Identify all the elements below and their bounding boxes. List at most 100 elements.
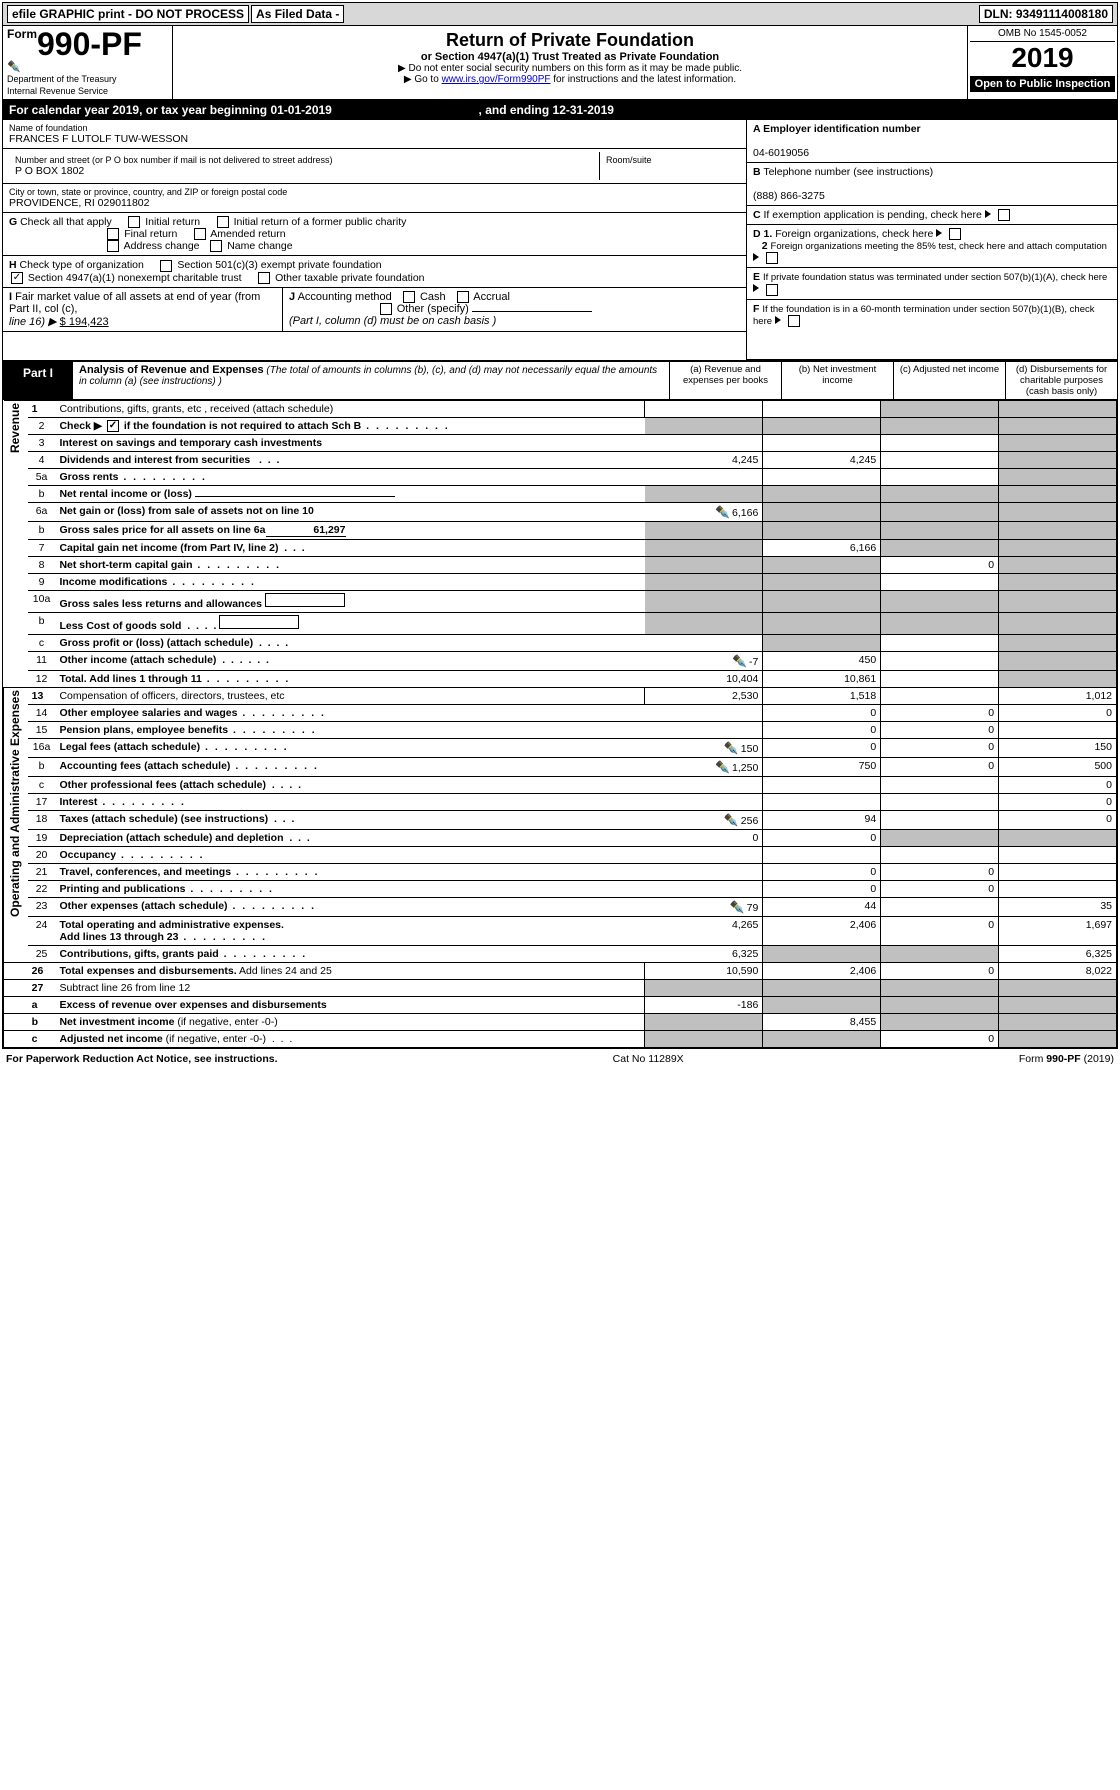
box-f: F If the foundation is in a 60-month ter… <box>747 300 1117 360</box>
j-accrual-checkbox[interactable] <box>457 291 469 303</box>
row-16c: cOther professional fees (attach schedul… <box>4 776 1117 793</box>
dln-badge: DLN: 93491114008180 <box>979 5 1113 23</box>
g-initial-checkbox[interactable] <box>128 216 140 228</box>
attachment-icon[interactable]: ✒️ <box>732 654 746 668</box>
col-b-header: (b) Net investment income <box>781 362 893 399</box>
row-1: Revenue1Contributions, gifts, grants, et… <box>4 400 1117 417</box>
j-cash-checkbox[interactable] <box>403 291 415 303</box>
d1-checkbox[interactable] <box>949 228 961 240</box>
form-title: Return of Private Foundation <box>177 30 963 51</box>
row-27a: aExcess of revenue over expenses and dis… <box>4 996 1117 1013</box>
row-10a: 10aGross sales less returns and allowanc… <box>4 590 1117 612</box>
col-c-header: (c) Adjusted net income <box>893 362 1005 399</box>
row-12: 12Total. Add lines 1 through 1110,40410,… <box>4 670 1117 687</box>
entity-info: Name of foundation FRANCES F LUTOLF TUW-… <box>3 120 1117 360</box>
row-27: 27Subtract line 26 from line 12 <box>4 979 1117 996</box>
box-j: J Accounting method Cash Accrual Other (… <box>283 288 746 331</box>
box-c: C If exemption application is pending, c… <box>747 206 1117 225</box>
instruction-1: ▶ Do not enter social security numbers o… <box>177 63 963 74</box>
expenses-label: Operating and Administrative Expenses <box>8 690 22 917</box>
form-header: Form990-PF ✒️ Department of the Treasury… <box>3 26 1117 100</box>
foundation-name: FRANCES F LUTOLF TUW-WESSON <box>9 133 740 145</box>
row-3: 3Interest on savings and temporary cash … <box>4 434 1117 451</box>
f-checkbox[interactable] <box>788 315 800 327</box>
g-address-checkbox[interactable] <box>107 240 119 252</box>
row-19: 19Depreciation (attach schedule) and dep… <box>4 829 1117 846</box>
attachment-icon[interactable]: ✒️ <box>730 900 744 914</box>
row-21: 21Travel, conferences, and meetings00 <box>4 863 1117 880</box>
row-10c: cGross profit or (loss) (attach schedule… <box>4 634 1117 651</box>
footer-formref: Form 990-PF (2019) <box>1019 1053 1114 1065</box>
h-other-checkbox[interactable] <box>258 272 270 284</box>
d2-checkbox[interactable] <box>766 252 778 264</box>
row-4: 4Dividends and interest from securities … <box>4 451 1117 468</box>
row-10b: bLess Cost of goods sold . . . . <box>4 612 1117 634</box>
calendar-year-row: For calendar year 2019, or tax year begi… <box>3 100 1117 120</box>
attachment-icon[interactable]: ✒️ <box>724 813 738 827</box>
row-14: 14Other employee salaries and wages000 <box>4 704 1117 721</box>
top-bar: efile GRAPHIC print - DO NOT PROCESS As … <box>3 3 1117 26</box>
row-8: 8Net short-term capital gain0 <box>4 556 1117 573</box>
row-16b: bAccounting fees (attach schedule)✒️ 1,2… <box>4 757 1117 776</box>
row-18: 18Taxes (attach schedule) (see instructi… <box>4 810 1117 829</box>
row-27b: bNet investment income (if negative, ent… <box>4 1013 1117 1030</box>
g-final-checkbox[interactable] <box>107 228 119 240</box>
box-b: B Telephone number (see instructions)(88… <box>747 163 1117 206</box>
foundation-name-field: Name of foundation FRANCES F LUTOLF TUW-… <box>3 120 746 149</box>
box-a: A Employer identification number04-60190… <box>747 120 1117 163</box>
g-amended-checkbox[interactable] <box>194 228 206 240</box>
revenue-label: Revenue <box>8 403 22 453</box>
box-e: E If private foundation status was termi… <box>747 268 1117 299</box>
box-d: D 1. Foreign organizations, check here 2… <box>747 225 1117 268</box>
row-20: 20Occupancy <box>4 846 1117 863</box>
row-6b: bGross sales price for all assets on lin… <box>4 521 1117 539</box>
row-2: 2Check ▶ ✓ if the foundation is not requ… <box>4 417 1117 434</box>
row-24: 24Total operating and administrative exp… <box>4 916 1117 945</box>
part1-table: Revenue1Contributions, gifts, grants, et… <box>3 400 1117 1048</box>
box-i: I Fair market value of all assets at end… <box>3 288 283 331</box>
h-501c3-checkbox[interactable] <box>160 260 172 272</box>
row-13: Operating and Administrative Expenses13C… <box>4 687 1117 704</box>
footer-paperwork: For Paperwork Reduction Act Notice, see … <box>6 1053 278 1065</box>
row-25: 25Contributions, gifts, grants paid6,325… <box>4 945 1117 962</box>
inspection-badge: Open to Public Inspection <box>970 76 1115 92</box>
row-27c: cAdjusted net income (if negative, enter… <box>4 1030 1117 1047</box>
row-16a: 16aLegal fees (attach schedule)✒️ 150001… <box>4 738 1117 757</box>
attachment-icon[interactable]: ✒️ <box>715 760 729 774</box>
address-field: Number and street (or P O box number if … <box>9 152 600 180</box>
tax-year: 2019 <box>970 42 1115 74</box>
row-15: 15Pension plans, employee benefits00 <box>4 721 1117 738</box>
irs-link[interactable]: www.irs.gov/Form990PF <box>442 74 551 85</box>
g-initial-former-checkbox[interactable] <box>217 216 229 228</box>
row-5b: bNet rental income or (loss) <box>4 485 1117 502</box>
schb-checkbox[interactable]: ✓ <box>107 420 119 432</box>
g-name-checkbox[interactable] <box>210 240 222 252</box>
fmv-value: $ 194,423 <box>60 316 109 328</box>
form-number: Form990-PF <box>7 28 168 60</box>
attachment-icon[interactable]: ✒️ <box>715 505 729 519</box>
efile-badge: efile GRAPHIC print - DO NOT PROCESS <box>7 5 249 23</box>
j-other-checkbox[interactable] <box>380 303 392 315</box>
form-990pf-page: efile GRAPHIC print - DO NOT PROCESS As … <box>2 2 1118 1049</box>
row-22: 22Printing and publications00 <box>4 880 1117 897</box>
footer-catno: Cat No 11289X <box>613 1053 684 1065</box>
row-9: 9Income modifications <box>4 573 1117 590</box>
row-11: 11Other income (attach schedule) . . . .… <box>4 651 1117 670</box>
dept-irs: Internal Revenue Service <box>7 87 168 97</box>
h-4947-checkbox[interactable]: ✓ <box>11 272 23 284</box>
e-checkbox[interactable] <box>766 284 778 296</box>
row-23: 23Other expenses (attach schedule)✒️ 794… <box>4 897 1117 916</box>
form-subtitle: or Section 4947(a)(1) Trust Treated as P… <box>177 51 963 63</box>
box-h: H Check type of organization Section 501… <box>3 256 746 287</box>
part1-header: Part I Analysis of Revenue and Expenses … <box>3 360 1117 400</box>
row-17: 17Interest0 <box>4 793 1117 810</box>
city-field: City or town, state or province, country… <box>3 184 746 213</box>
row-7: 7Capital gain net income (from Part IV, … <box>4 539 1117 556</box>
col-d-header: (d) Disbursements for charitable purpose… <box>1005 362 1117 399</box>
asfiled-badge: As Filed Data - <box>251 5 344 23</box>
part1-label: Part I <box>3 362 73 399</box>
room-suite-field: Room/suite <box>600 152 740 180</box>
instruction-2: ▶ Go to www.irs.gov/Form990PF for instru… <box>177 74 963 85</box>
attachment-icon[interactable]: ✒️ <box>724 741 738 755</box>
c-checkbox[interactable] <box>998 209 1010 221</box>
